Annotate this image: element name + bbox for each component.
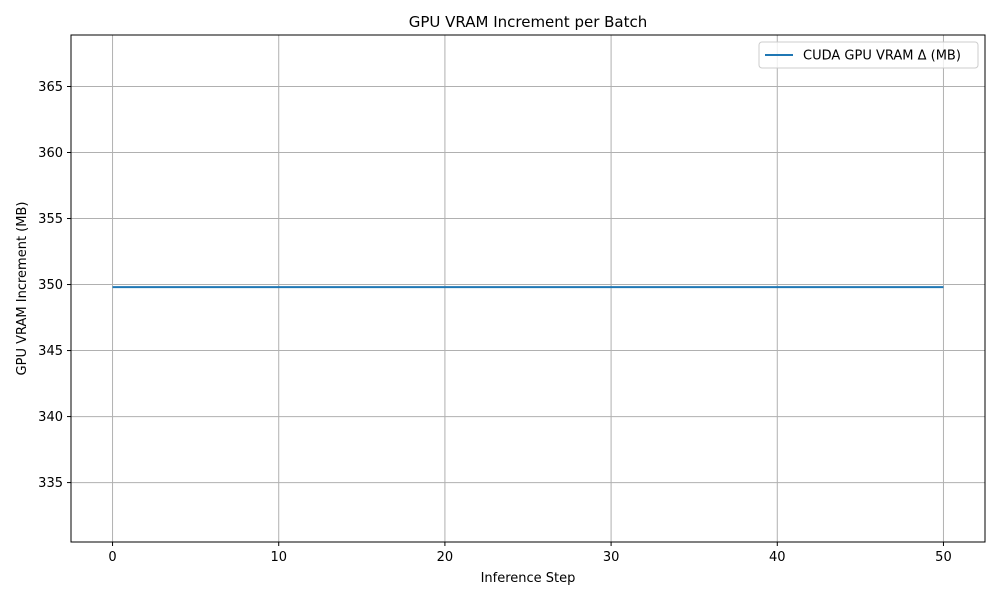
plot-area-background <box>71 35 985 542</box>
chart-title: GPU VRAM Increment per Batch <box>409 13 648 31</box>
plot-area-frame <box>70 34 986 543</box>
y-tick-label: 355 <box>38 212 63 227</box>
x-tick-label: 50 <box>935 550 952 565</box>
legend-box <box>758 41 979 69</box>
y-tick-label: 365 <box>38 80 63 95</box>
y-tick-label: 340 <box>38 410 63 425</box>
x-axis-label: Inference Step <box>481 571 576 586</box>
axis-ticks: 0 10 20 30 40 50 335 340 345 350 355 360 365 <box>38 80 952 565</box>
y-tick-label: 360 <box>38 146 63 161</box>
x-tick-label: 30 <box>603 550 620 565</box>
y-tick-label: 350 <box>38 278 63 293</box>
x-tick-label: 40 <box>769 550 786 565</box>
y-tick-label: 345 <box>38 344 63 359</box>
x-tick-label: 20 <box>437 550 454 565</box>
y-axis-label: GPU VRAM Increment (MB) <box>15 202 30 376</box>
x-tick-label: 10 <box>270 550 287 565</box>
x-tick-label: 0 <box>108 550 116 565</box>
grid-lines <box>71 35 985 542</box>
y-tick-label: 335 <box>38 476 63 491</box>
legend: CUDA GPU VRAM Δ (MB) <box>758 41 979 69</box>
legend-entry-label: CUDA GPU VRAM Δ (MB) <box>803 49 961 64</box>
